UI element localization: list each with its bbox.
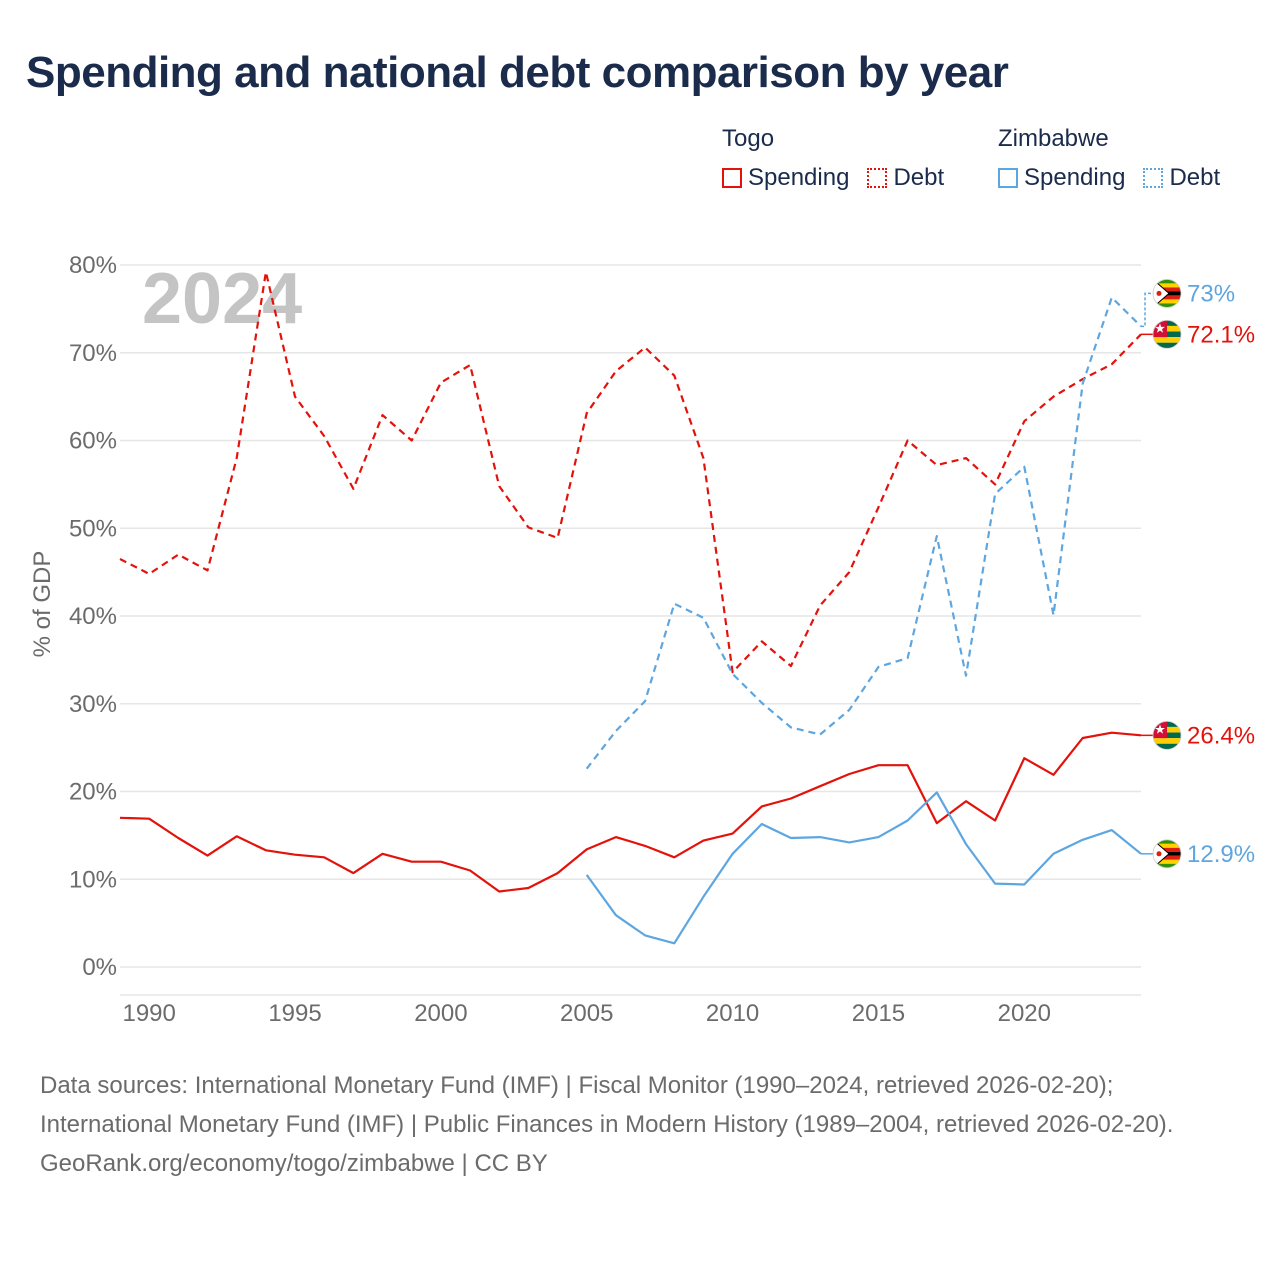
- x-tick-label: 1995: [268, 1000, 321, 1027]
- y-tick-label: 0%: [82, 954, 117, 981]
- legend-label-zimbabwe-spending: Spending: [1024, 164, 1126, 191]
- togo-flag-icon: [1152, 319, 1182, 349]
- credit-text: GeoRank.org/economy/togo/zimbabwe | CC B…: [40, 1150, 548, 1177]
- legend-zimbabwe-spending[interactable]: Spending: [998, 164, 1125, 192]
- y-tick-label: 70%: [69, 340, 117, 367]
- legend-zimbabwe: Zimbabwe Spending Debt: [998, 122, 1238, 192]
- legend-swatch-zimbabwe-spending: [998, 168, 1018, 188]
- legend-swatch-togo-spending: [722, 168, 742, 188]
- data-sources-text: Data sources: International Monetary Fun…: [40, 1072, 1174, 1138]
- legend-country-zimbabwe: Zimbabwe: [998, 125, 1109, 152]
- y-tick-label: 10%: [69, 866, 117, 893]
- line-chart: 0% 10% 20% 30% 40% 50% 60% 70% 80% 1990 1995 2000 20…: [29, 252, 1255, 1027]
- footer: Data sources: International Monetary Fun…: [40, 1066, 1240, 1183]
- year-watermark: 2024: [142, 259, 302, 339]
- legend-togo-debt[interactable]: Debt: [867, 164, 944, 192]
- series-line-zimbabwe-spending[interactable]: [585, 791, 1142, 945]
- y-tick-label: 80%: [69, 252, 117, 279]
- legend-swatch-zimbabwe-debt: [1143, 168, 1164, 188]
- zimbabwe-flag-icon: [1152, 279, 1182, 308]
- legend-zimbabwe-debt[interactable]: Debt: [1143, 164, 1220, 192]
- legend-label-togo-debt: Debt: [893, 164, 945, 191]
- legend-togo: Togo Spending Debt: [722, 122, 962, 192]
- legend-swatch-togo-debt: [867, 168, 888, 188]
- y-tick-label: 30%: [69, 691, 117, 718]
- y-tick-label: 40%: [69, 603, 117, 630]
- chart-title: Spending and national debt comparison by…: [26, 48, 1009, 97]
- series-line-togo-spending[interactable]: [119, 731, 1142, 893]
- zimbabwe-flag-icon: [1152, 839, 1182, 869]
- y-tick-label: 20%: [69, 779, 117, 806]
- x-tick-label: 2015: [852, 1000, 905, 1027]
- x-tick-label: 1990: [122, 1000, 175, 1027]
- togo-flag-icon: [1152, 720, 1182, 750]
- x-tick-label: 2020: [998, 1000, 1051, 1027]
- end-label-zimbabwe-debt: 73%: [1187, 280, 1235, 307]
- series-line-togo-debt[interactable]: [119, 270, 1142, 674]
- legend-label-zimbabwe-debt: Debt: [1169, 164, 1221, 191]
- legend-country-togo: Togo: [722, 125, 775, 152]
- end-label-togo-spending: 26.4%: [1187, 722, 1255, 749]
- legend-label-togo-spending: Spending: [748, 164, 850, 191]
- end-label-leader: [1141, 292, 1153, 328]
- y-axis-label: % of GDP: [29, 551, 56, 658]
- y-tick-label: 60%: [69, 428, 117, 455]
- end-label-zimbabwe-spending: 12.9%: [1187, 841, 1255, 868]
- y-tick-label: 50%: [69, 515, 117, 542]
- series-line-zimbabwe-debt[interactable]: [585, 296, 1142, 770]
- x-tick-label: 2010: [706, 1000, 759, 1027]
- legend-togo-spending[interactable]: Spending: [722, 164, 849, 192]
- x-tick-label: 2005: [560, 1000, 613, 1027]
- end-label-togo-debt: 72.1%: [1187, 321, 1255, 348]
- x-tick-label: 2000: [414, 1000, 467, 1027]
